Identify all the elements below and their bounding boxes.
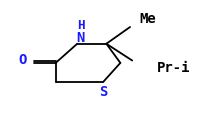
Text: H: H xyxy=(77,19,84,32)
Text: O: O xyxy=(18,53,26,68)
Text: Pr-i: Pr-i xyxy=(156,61,190,75)
Text: N: N xyxy=(76,31,85,45)
Text: S: S xyxy=(99,85,107,99)
Text: Me: Me xyxy=(139,12,156,26)
